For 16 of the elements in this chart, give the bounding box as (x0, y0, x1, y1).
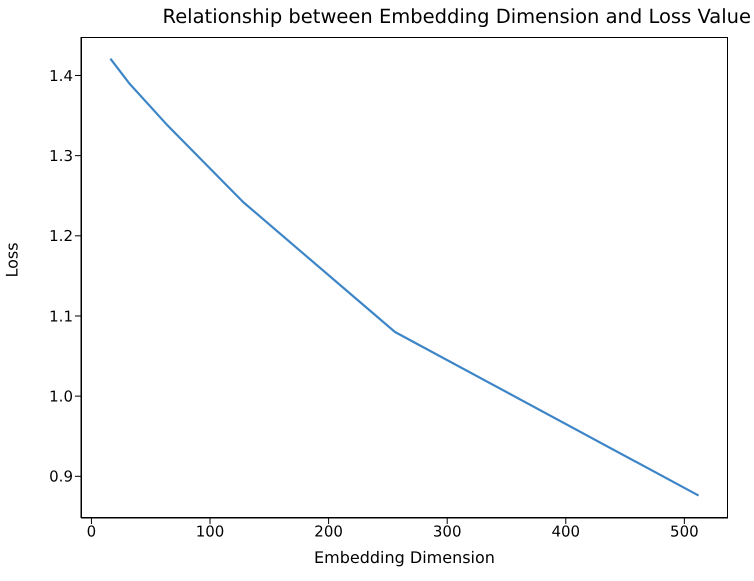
x-tick-label: 500 (670, 522, 699, 541)
x-axis-title: Embedding Dimension (314, 548, 495, 567)
y-tick-label: 1.3 (49, 146, 73, 165)
line-series (109, 58, 700, 497)
x-tick-label: 400 (551, 522, 580, 541)
x-tick-label: 200 (314, 522, 343, 541)
y-axis-title: Loss (2, 242, 22, 278)
y-tick-label: 1.4 (49, 66, 73, 85)
x-tick-label: 0 (86, 522, 96, 541)
y-tick-label: 1.2 (49, 227, 73, 246)
y-tick-label: 1.0 (49, 387, 73, 406)
chart-title: Relationship between Embedding Dimension and Loss Value (162, 5, 752, 28)
y-tick-label: 1.1 (49, 307, 73, 326)
y-tick-label: 0.9 (49, 468, 73, 486)
x-tick-label: 100 (196, 522, 224, 541)
x-tick-label: 300 (432, 522, 462, 541)
